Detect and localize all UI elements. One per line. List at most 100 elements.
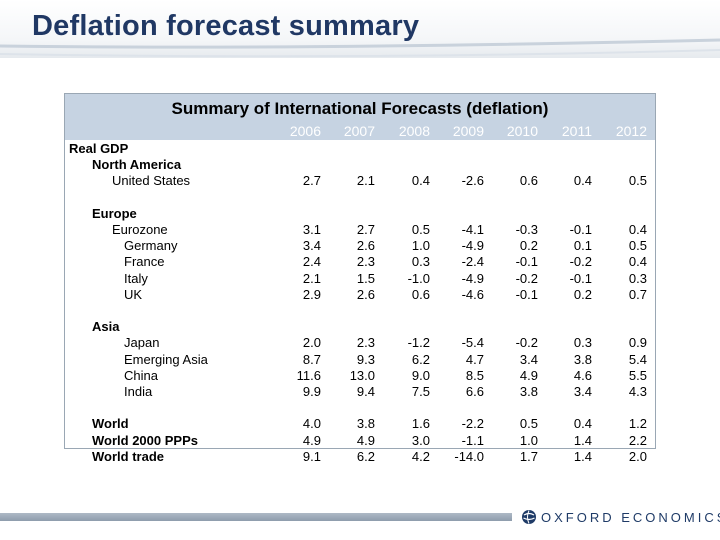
table-cell: 9.3 (356, 351, 375, 367)
table-cell: 5.5 (628, 367, 647, 383)
table-cell: 3.4 (519, 351, 538, 367)
table-cell: 0.6 (519, 173, 538, 189)
forecast-table: Summary of International Forecasts (defl… (64, 93, 656, 464)
logo-text: OXFORD ECONOMICS (541, 509, 720, 525)
table-cell: 3.4 (573, 384, 592, 399)
table-cell: 4.9 (519, 367, 538, 383)
row-label: Eurozone (112, 222, 168, 237)
row-label: World trade (92, 448, 164, 464)
table-cell: 0.1 (573, 238, 592, 254)
table-cell: 2.7 (302, 173, 321, 189)
table-cell: 4.0 (302, 416, 321, 432)
table-cell: 0.7 (628, 286, 647, 302)
table-cell: 8.5 (465, 367, 484, 383)
table-cell: 0.2 (519, 238, 538, 254)
table-cell: 2.1 (356, 173, 375, 189)
table-cell: -4.9 (461, 270, 484, 286)
row-label: Japan (124, 335, 160, 351)
table-cell: 0.6 (411, 286, 430, 302)
table-cell: 2.2 (628, 432, 647, 448)
table-cell: 9.1 (302, 448, 321, 464)
table-cell: 3.0 (411, 432, 430, 448)
slide-header: Deflation forecast summary (0, 0, 720, 58)
table-cell: 6.2 (411, 351, 430, 367)
table-cell: -2.4 (461, 254, 484, 270)
table-cell: 3.8 (356, 416, 375, 432)
table-cell: 0.5 (628, 173, 647, 189)
table-cell: -0.1 (515, 254, 538, 270)
table-cell: 6.6 (465, 384, 484, 399)
table-cell: 4.9 (356, 432, 375, 448)
row-label: Europe (92, 205, 137, 221)
year-header-4: 2010 (506, 123, 538, 139)
table-cell: -0.2 (515, 270, 538, 286)
table-cell: -1.1 (461, 432, 484, 448)
table-cell: 2.7 (356, 222, 375, 237)
row-label: Asia (92, 319, 120, 335)
table-header: Summary of International Forecasts (defl… (65, 94, 655, 140)
table-cell: -1.0 (407, 270, 430, 286)
table-cell: 0.4 (573, 173, 592, 189)
table-cell: 3.8 (573, 351, 592, 367)
table-cell: -1.2 (407, 335, 430, 351)
table-cell: -0.1 (569, 270, 592, 286)
table-cell: 2.3 (356, 335, 375, 351)
row-label: United States (112, 173, 191, 189)
globe-icon (522, 510, 536, 524)
row-label: Germany (124, 238, 178, 254)
table-cell: 1.5 (356, 270, 375, 286)
table-cell: 4.9 (302, 432, 321, 448)
year-header-5: 2011 (561, 123, 592, 139)
table-cell: 13.0 (349, 367, 375, 383)
table-cell: 9.4 (356, 384, 375, 399)
row-label: China (124, 367, 158, 383)
table-cell: 1.0 (519, 432, 538, 448)
table-cell: -0.1 (515, 286, 538, 302)
table-cell: 2.6 (356, 286, 375, 302)
table-cell: -4.9 (461, 238, 484, 254)
table-cell: -2.6 (461, 173, 484, 189)
row-label: India (124, 384, 153, 399)
table-cell: 7.5 (411, 384, 430, 399)
year-header-2: 2008 (398, 123, 430, 139)
table-cell: 5.4 (628, 351, 647, 367)
table-cell: -0.2 (515, 335, 538, 351)
year-header-6: 2012 (615, 123, 647, 139)
table-cell: 0.4 (628, 222, 647, 237)
table-cell: 3.1 (302, 222, 321, 237)
slide-title: Deflation forecast summary (32, 10, 420, 42)
year-header-0: 2006 (289, 123, 321, 139)
row-label: France (124, 254, 165, 270)
table-title: Summary of International Forecasts (defl… (171, 99, 549, 118)
table-cell: 0.4 (573, 416, 592, 432)
table-cell: 2.0 (628, 448, 647, 464)
table-cell: 6.2 (356, 448, 375, 464)
table-cell: 1.4 (573, 448, 592, 464)
table-cell: 1.0 (411, 238, 430, 254)
table-cell: 0.5 (519, 416, 538, 432)
row-label: World 2000 PPPs (92, 432, 198, 448)
table-cell: 9.9 (302, 384, 321, 399)
table-cell: 0.5 (628, 238, 647, 254)
year-header-3: 2009 (452, 123, 484, 139)
year-header-1: 2007 (343, 123, 375, 139)
table-cell: 1.2 (628, 416, 647, 432)
oxford-economics-logo: OXFORD ECONOMICS (521, 509, 720, 525)
row-label: Emerging Asia (124, 351, 208, 367)
table-cell: 0.4 (411, 173, 430, 189)
table-cell: 2.4 (302, 254, 321, 270)
table-cell: 3.8 (519, 384, 538, 399)
table-cell: 9.0 (411, 367, 430, 383)
header-swoosh (0, 38, 720, 58)
table-cell: 2.0 (302, 335, 321, 351)
table-cell: -0.1 (569, 222, 592, 237)
table-cell: -0.3 (515, 222, 538, 237)
table-cell: -5.4 (461, 335, 484, 351)
table-cell: 0.9 (628, 335, 647, 351)
table-cell: 1.7 (519, 448, 538, 464)
table-cell: 2.6 (356, 238, 375, 254)
table-cell: 11.6 (296, 367, 321, 383)
table-cell: -0.2 (569, 254, 592, 270)
row-label: World (92, 416, 129, 432)
table-cell: 2.9 (302, 286, 321, 302)
